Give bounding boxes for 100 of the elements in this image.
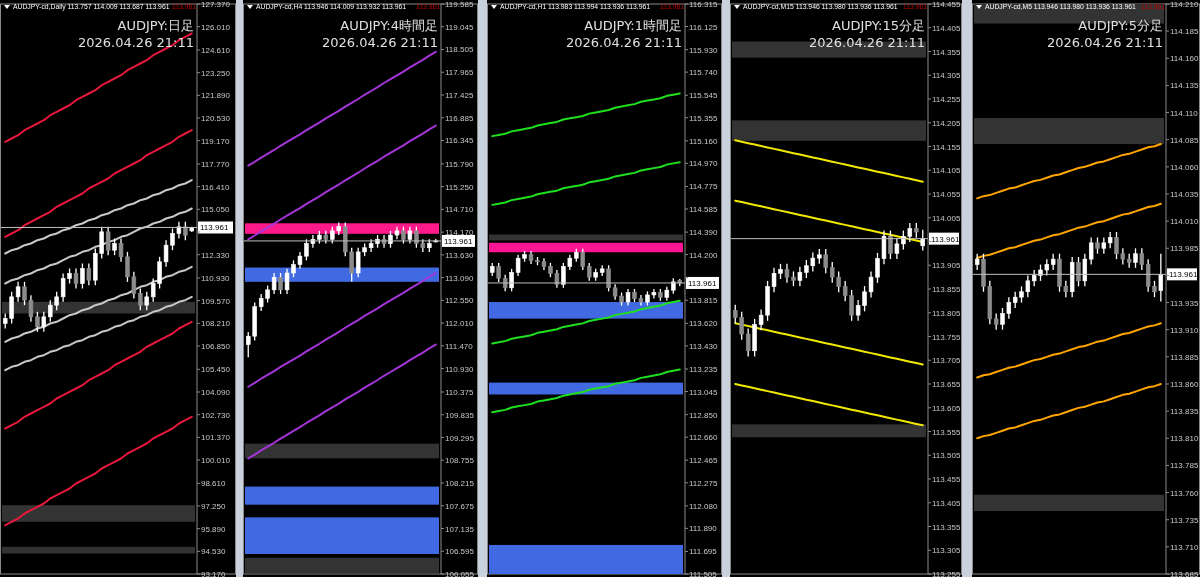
y-tick-label: 114.010 xyxy=(1170,217,1199,227)
text: AUDJPY:4時間足 xyxy=(340,18,438,33)
y-tick-label: 115.160 xyxy=(689,136,718,146)
y-tick-label: 110.375 xyxy=(445,388,474,397)
y-tick-label: 124.610 xyxy=(201,46,231,55)
candlestick xyxy=(144,291,149,311)
y-tick-label: 113.430 xyxy=(689,341,718,351)
y-tick-label: 115.545 xyxy=(689,91,718,101)
y-tick-label: 114.775 xyxy=(689,182,718,192)
y-tick-label: 111.695 xyxy=(689,547,718,557)
y-tick-label: 121.890 xyxy=(201,91,231,101)
y-tick-label: 114.135 xyxy=(1170,81,1199,91)
y-tick-label: 111.470 xyxy=(445,341,474,351)
y-tick-label: 114.405 xyxy=(932,23,961,33)
y-tick-label: 113.655 xyxy=(932,380,961,389)
line-series xyxy=(4,129,193,238)
y-tick-label: 114.055 xyxy=(932,190,961,199)
y-tick-label: 114.455 xyxy=(932,0,961,9)
annotation: 2026.04.26 21:11 xyxy=(808,35,925,50)
y-tick-label: 123.250 xyxy=(201,68,231,78)
y-tick-label: 113.910 xyxy=(1170,325,1199,335)
y-tick-label: 113.355 xyxy=(932,522,961,532)
y-tick-label: 101.370 xyxy=(201,433,231,443)
y-tick-label: 117.770 xyxy=(201,160,230,169)
ref-line-label: 113.961 xyxy=(200,223,229,233)
y-tick-label: 113.555 xyxy=(932,427,961,437)
line-series xyxy=(976,143,1162,200)
y-tick-label: 114.005 xyxy=(932,213,961,223)
y-tick-label: 119.585 xyxy=(445,0,474,9)
y-tick-label: 94.530 xyxy=(201,547,227,557)
line-series xyxy=(491,92,681,138)
y-tick-label: 102.730 xyxy=(201,410,231,420)
line-series xyxy=(734,383,924,427)
y-tick-label: 113.235 xyxy=(689,364,718,374)
y-tick-label: 113.255 xyxy=(932,570,961,577)
y-tick-label: 106.850 xyxy=(201,342,231,351)
y-tick-label: 112.465 xyxy=(689,456,718,466)
y-tick-label: 108.755 xyxy=(445,456,475,466)
y-tick-label: 113.505 xyxy=(932,451,961,461)
ref-line-label: 113.961 xyxy=(931,234,960,244)
ref-line-label: 113.961 xyxy=(1169,270,1198,280)
y-tick-label: 111.890 xyxy=(689,524,718,534)
y-tick-label: 112.660 xyxy=(689,433,718,443)
candlestick xyxy=(41,311,47,333)
y-tick-label: 114.710 xyxy=(445,205,474,215)
annotation: 2026.04.26 21:11 xyxy=(1046,35,1163,50)
line-series xyxy=(247,124,437,241)
annotation: 2026.04.26 21:11 xyxy=(321,35,438,50)
line-series xyxy=(247,271,437,388)
y-tick-label: 114.170 xyxy=(445,228,474,238)
text: AUDJPY:日足 xyxy=(117,18,194,33)
line-series xyxy=(976,322,1162,379)
line-series xyxy=(4,32,193,143)
y-tick-label: 98.610 xyxy=(201,479,227,489)
y-tick-label: 113.985 xyxy=(1170,244,1199,254)
y-tick-label: 108.210 xyxy=(201,319,231,329)
y-tick-label: 113.455 xyxy=(932,475,961,484)
y-tick-label: 116.125 xyxy=(689,22,718,32)
y-tick-label: 107.675 xyxy=(445,501,475,511)
y-tick-label: 105.450 xyxy=(201,365,231,375)
y-tick-label: 113.685 xyxy=(1170,570,1199,577)
y-tick-label: 127.370 xyxy=(201,0,231,9)
y-tick-label: 113.045 xyxy=(689,387,718,397)
candlestick xyxy=(15,281,21,303)
candlestick xyxy=(1158,253,1164,303)
line-series xyxy=(976,383,1162,440)
annotation: 2026.04.26 21:11 xyxy=(565,35,682,50)
line-series xyxy=(734,139,924,183)
candlestick xyxy=(80,262,85,290)
y-tick-label: 114.585 xyxy=(689,205,718,215)
candlestick xyxy=(920,228,926,252)
y-tick-label: 117.425 xyxy=(445,91,474,100)
y-tick-label: 107.135 xyxy=(445,524,475,534)
y-tick-label: 114.390 xyxy=(689,228,718,238)
candlestick xyxy=(797,266,803,287)
y-tick-label: 114.160 xyxy=(1170,54,1199,64)
y-tick-label: 113.620 xyxy=(689,319,718,329)
y-tick-label: 113.805 xyxy=(932,308,961,318)
y-tick-label: 112.550 xyxy=(445,296,474,306)
y-tick-label: 114.085 xyxy=(1170,135,1199,145)
y-tick-label: 113.605 xyxy=(932,403,961,413)
y-tick-label: 113.785 xyxy=(1170,461,1199,471)
y-tick-label: 104.090 xyxy=(201,388,231,397)
y-tick-label: 113.855 xyxy=(932,285,961,294)
y-tick-label: 112.275 xyxy=(689,478,718,488)
y-tick-label: 113.710 xyxy=(1170,542,1199,552)
y-tick-label: 110.930 xyxy=(201,274,230,283)
y-tick-label: 112.850 xyxy=(689,410,718,420)
y-tick-label: 116.315 xyxy=(689,0,718,9)
y-tick-label: 114.185 xyxy=(1170,27,1199,37)
y-tick-label: 114.035 xyxy=(1170,190,1199,199)
line-series xyxy=(4,295,193,372)
y-tick-label: 114.060 xyxy=(1170,162,1199,172)
ref-line-label: 113.961 xyxy=(444,236,473,246)
y-tick-label: 114.970 xyxy=(689,159,718,169)
line-series xyxy=(491,368,681,414)
y-tick-label: 113.735 xyxy=(1170,515,1199,525)
y-tick-label: 114.105 xyxy=(932,166,961,176)
y-tick-label: 114.110 xyxy=(1170,108,1199,118)
y-tick-label: 120.530 xyxy=(201,114,231,123)
